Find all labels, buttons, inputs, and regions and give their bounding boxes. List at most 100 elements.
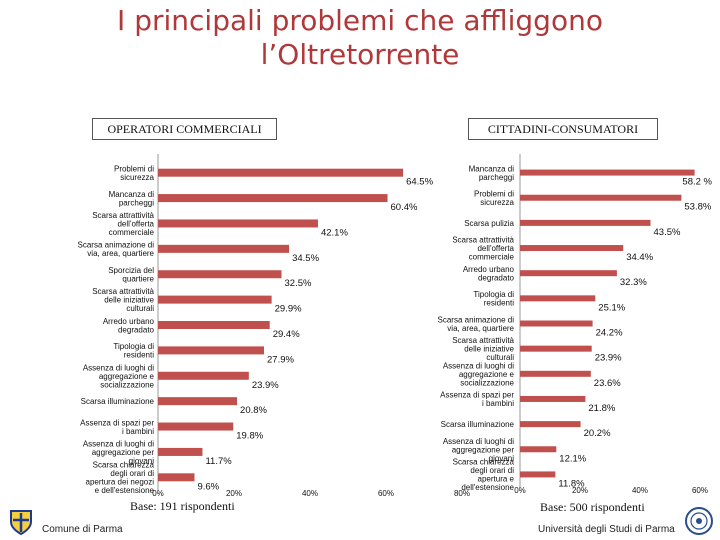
right-category-label-line: socializzazione (460, 378, 514, 387)
right-category-label-line: giovani (489, 454, 515, 463)
right-bar (520, 169, 695, 176)
left-category-label-line: commerciale (109, 228, 155, 237)
left-category-label-line: Mancanza di (109, 190, 155, 199)
left-category-label-line: giovani (129, 456, 155, 465)
right-category-label: Scarsa illuminazione (441, 420, 515, 429)
right-base-note: Base: 500 rispondenti (540, 500, 645, 514)
left-category-label-line: Tipologia di (113, 342, 154, 351)
left-category-label-line: Assenza di spazi per (80, 418, 154, 427)
comune-parma-crest-icon (10, 510, 32, 536)
left-category-label: Assenza di luoghi di aggregazione e social… (83, 363, 155, 389)
left-data-label: 64.5% (406, 177, 433, 188)
left-data-label: 29.4% (273, 329, 300, 340)
right-category-label-line: aggregazione per (452, 445, 515, 454)
left-category-label: Tipologia di residenti (113, 342, 154, 360)
right-category-label-line: residenti (484, 299, 514, 308)
right-data-label: 34.4% (626, 252, 653, 263)
right-bar (520, 295, 596, 302)
right-data-label: 23.9% (595, 353, 622, 364)
right-category-label: Assenza di luoghi di aggregazione e social… (443, 361, 515, 387)
left-category-label-line: Assenza di luoghi di (83, 439, 154, 448)
right-bar (520, 395, 586, 402)
left-category-label-line: dell'offerta (117, 219, 154, 228)
left-category-label: Mancanza di parcheggi (109, 190, 155, 208)
left-data-label: 11.7% (205, 456, 232, 467)
left-x-tick-label: 60% (378, 489, 394, 498)
left-category-label-line: sicurezza (120, 173, 154, 182)
right-category-label-line: Scarsa illuminazione (441, 420, 515, 429)
left-category-label-line: e dell'estensione (95, 486, 155, 495)
left-category-label-line: parcheggi (119, 198, 154, 207)
left-category-label-line: Assenza di luoghi di (83, 363, 154, 372)
right-category-label-line: commerciale (469, 253, 515, 262)
left-category-label-line: residenti (124, 351, 154, 360)
right-bar (520, 194, 682, 201)
right-category-label-line: Problemi di (474, 189, 514, 198)
left-data-label: 42.1% (321, 227, 348, 238)
left-bar (158, 371, 249, 380)
right-data-label: 21.8% (588, 403, 615, 414)
right-data-label: 20.2% (584, 428, 611, 439)
left-bar (158, 168, 404, 177)
right-category-label-line: Arredo urbano (463, 265, 515, 274)
right-category-label-line: Assenza di luoghi di (443, 437, 514, 446)
left-category-label-line: Scarsa chiarezza (93, 461, 155, 470)
right-category-label: Scarsa attrattività delle iniziative cultu… (452, 336, 514, 362)
left-bar (158, 194, 388, 203)
right-bar (520, 345, 592, 352)
right-category-label: Arredo urbano degradato (463, 265, 515, 283)
left-category-label-line: delle iniziative (104, 296, 154, 305)
left-data-label: 9.6% (197, 481, 219, 492)
left-category-label: Arredo urbano degradato (103, 317, 155, 335)
right-category-label: Tipologia di residenti (473, 290, 514, 308)
left-data-label: 60.4% (391, 202, 418, 213)
right-data-label: 12.1% (559, 453, 586, 464)
right-category-label-line: Scarsa attrattività (452, 336, 514, 345)
right-category-label-line: parcheggi (479, 173, 514, 182)
left-data-label: 32.5% (285, 278, 312, 289)
right-category-label-line: Scarsa animazione di (438, 315, 515, 324)
right-category-label: Assenza di spazi per i bambini (440, 391, 514, 409)
left-data-label: 19.8% (236, 431, 263, 442)
right-bar (520, 471, 556, 478)
left-data-label: 34.5% (292, 253, 319, 264)
left-bar (158, 397, 238, 406)
left-data-label: 27.9% (267, 354, 294, 365)
left-category-label: Scarsa attrattività dell'offerta commercia… (92, 211, 154, 237)
right-category-label-line: apertura e (478, 475, 515, 484)
left-bar (158, 244, 290, 253)
right-category-label-line: delle iniziative (464, 345, 514, 354)
right-bar (520, 219, 651, 226)
right-bar (520, 320, 593, 327)
right-category-label-line: Tipologia di (473, 290, 514, 299)
right-category-label: Scarsa pulizia (464, 219, 514, 228)
right-category-label-line: Scarsa chiarezza (453, 458, 515, 467)
footer-left-text: Comune di Parma (42, 524, 123, 535)
right-category-label-line: aggregazione e (459, 370, 515, 379)
right-category-label-line: Scarsa pulizia (464, 219, 514, 228)
right-category-label: Scarsa attrattività dell'offerta commercia… (452, 236, 514, 262)
left-bar (158, 473, 195, 482)
footer-right-text: Università degli Studi di Parma (538, 524, 675, 535)
left-bar (158, 321, 270, 329)
right-panel-title: CITTADINI-CONSUMATORI (468, 118, 658, 140)
university-seal-icon (685, 507, 713, 535)
left-x-tick-label: 0% (152, 489, 164, 498)
right-category-label-line: via, area, quartiere (447, 324, 514, 333)
right-category-label-line: dell'estensione (461, 483, 514, 492)
right-data-label: 58.2 % (682, 177, 712, 188)
right-category-label-line: degli orari di (470, 466, 514, 475)
right-category-label-line: dell'offerta (477, 244, 514, 253)
right-bar (520, 446, 557, 453)
right-category-label: Mancanza di parcheggi (469, 164, 515, 182)
left-panel-title: OPERATORI COMMERCIALI (92, 118, 277, 140)
left-category-label-line: apertura dei negozi (86, 478, 155, 487)
right-data-label: 53.8% (684, 202, 711, 213)
right-data-label: 32.3% (620, 277, 647, 288)
left-category-label-line: culturali (126, 304, 154, 313)
left-category-label-line: Scarsa illuminazione (81, 397, 155, 406)
right-data-label: 23.6% (594, 378, 621, 389)
left-category-label-line: aggregazione e (99, 372, 155, 381)
left-bar (158, 346, 265, 355)
